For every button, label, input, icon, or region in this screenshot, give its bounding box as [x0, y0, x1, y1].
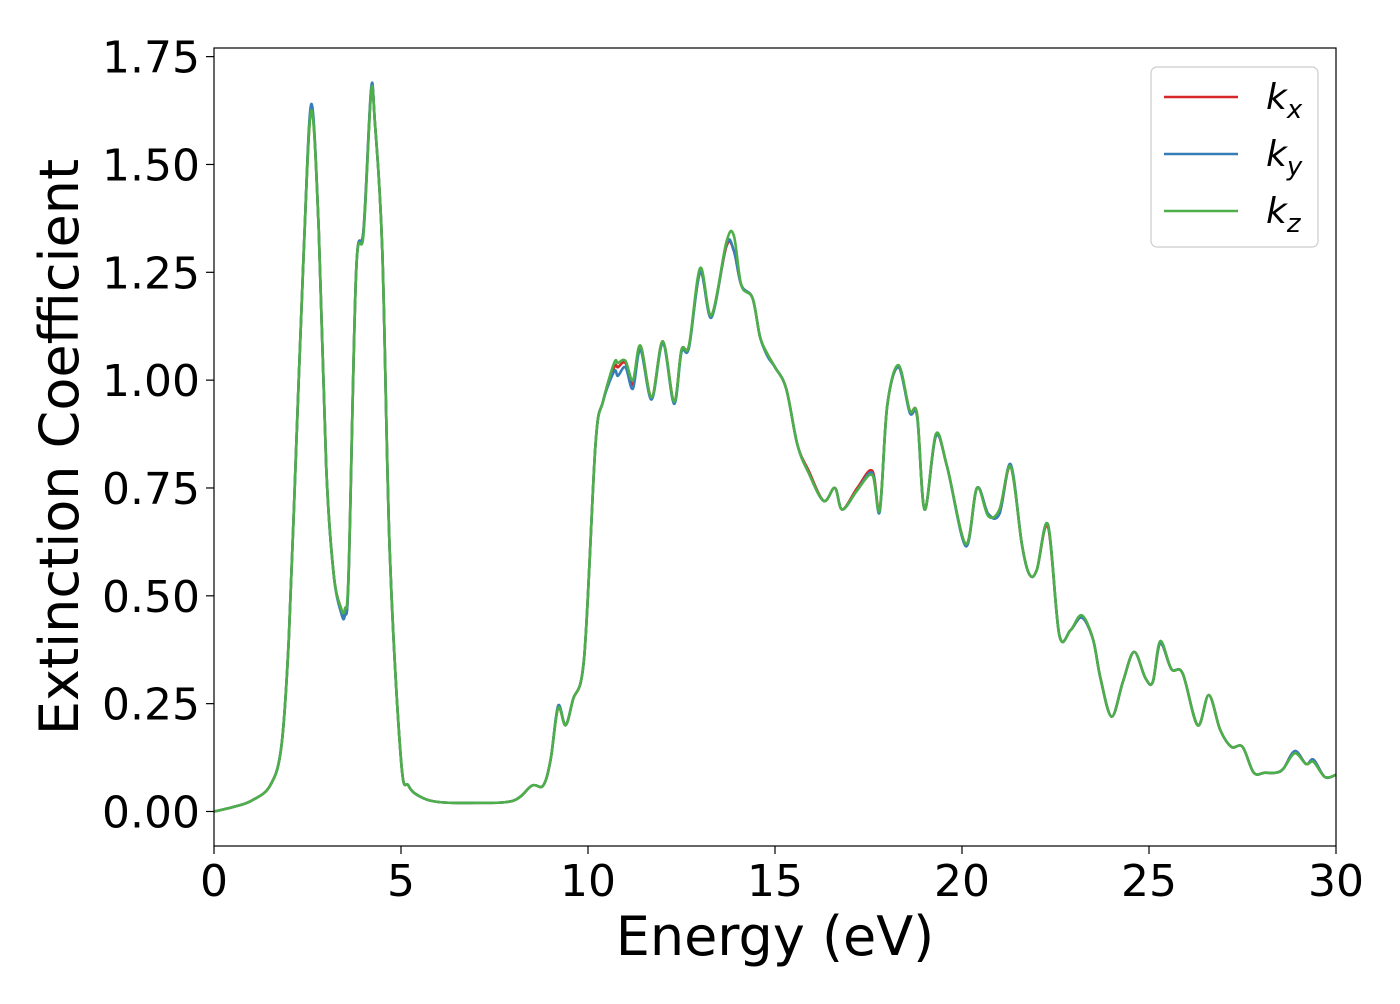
legend-item: ky — [1164, 134, 1303, 182]
series-line-z — [214, 84, 1336, 813]
x-tick-label: 15 — [747, 856, 803, 907]
x-tick-label: 5 — [387, 856, 415, 907]
y-axis-label: Extinction Coefficient — [28, 159, 91, 735]
x-axis-label: Energy (eV) — [616, 905, 935, 968]
legend-label: kx — [1266, 77, 1303, 125]
y-tick-label: 1.50 — [102, 140, 200, 191]
y-tick-label: 0.75 — [102, 464, 200, 515]
legend-item: kx — [1164, 77, 1303, 125]
legend-item: kz — [1164, 191, 1302, 239]
y-tick-label: 1.00 — [102, 356, 200, 407]
y-tick-label: 0.50 — [102, 572, 200, 623]
x-tick-label: 0 — [200, 856, 228, 907]
x-tick-label: 25 — [1121, 856, 1177, 907]
y-tick-label: 1.25 — [102, 248, 200, 299]
series-layer — [214, 81, 1336, 813]
x-tick-label: 10 — [560, 856, 616, 907]
legend-label: ky — [1266, 134, 1303, 182]
x-tick-label: 30 — [1308, 856, 1364, 907]
y-axis-ticks: 0.00 0.25 0.50 0.75 1.00 1.25 1.50 1.75 — [102, 33, 214, 838]
y-tick-label: 1.75 — [102, 33, 200, 84]
x-tick-label: 20 — [934, 856, 990, 907]
legend-box — [1150, 66, 1319, 248]
legend-label: kz — [1266, 191, 1302, 239]
legend: kx ky kz — [1150, 66, 1319, 248]
y-tick-label: 0.00 — [102, 787, 200, 838]
x-axis-ticks: 0 5 10 15 20 25 30 — [200, 846, 1364, 907]
y-tick-label: 0.25 — [102, 680, 200, 731]
